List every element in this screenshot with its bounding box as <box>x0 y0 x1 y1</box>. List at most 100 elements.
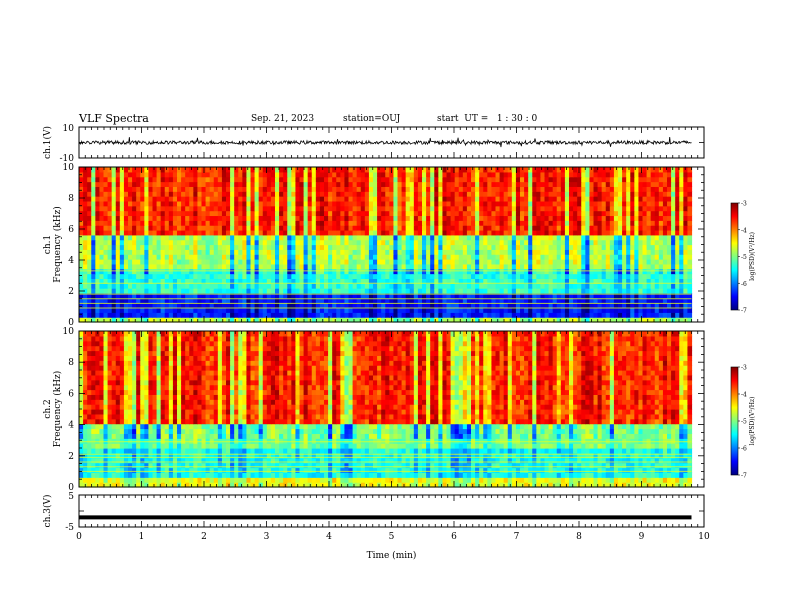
spectrogram-cell <box>381 278 386 284</box>
spectrogram-cell <box>230 259 235 265</box>
spectrogram-cell <box>438 292 444 299</box>
spectrogram-cell <box>164 273 170 279</box>
spectrogram-cell <box>667 283 672 289</box>
spectrogram-cell <box>189 176 194 183</box>
spectrogram-cell <box>577 220 582 226</box>
spectrogram-cell <box>99 210 105 217</box>
spectrogram-cell <box>328 244 333 250</box>
spectrogram-cell <box>140 244 145 250</box>
spectrogram-cell <box>91 288 96 294</box>
spectrogram-cell <box>405 482 411 488</box>
spectrogram-cell <box>471 302 476 309</box>
spectrogram-cell <box>344 292 350 299</box>
spectrogram-cell <box>536 259 542 265</box>
spectrogram-cell <box>499 317 505 323</box>
spectrogram-cell <box>213 220 219 226</box>
spectrogram-cell <box>332 259 337 265</box>
spectrogram-cell <box>438 167 444 173</box>
spectrogram-cell <box>303 259 309 265</box>
spectrogram-cell <box>238 181 243 187</box>
spectrogram-cell <box>79 205 84 212</box>
spectrogram-cell <box>283 171 288 178</box>
spectrogram-cell <box>581 249 586 255</box>
spectrogram-cell <box>511 482 517 488</box>
spectrogram-cell <box>311 268 317 275</box>
spectrogram-cell <box>511 312 517 318</box>
spectrogram-cell <box>303 312 309 318</box>
spectrogram-cell <box>536 317 542 323</box>
spectrogram-cell <box>466 171 472 178</box>
spectrogram-cell <box>634 171 640 178</box>
spectrogram-cell <box>332 205 337 212</box>
spectrogram-cell <box>328 225 333 231</box>
spectrogram-cell <box>185 210 190 217</box>
spectrogram-cell <box>152 312 158 318</box>
spectrogram-cell <box>385 225 390 231</box>
spectrogram-cell <box>401 176 407 183</box>
spectrogram-cell <box>123 210 129 217</box>
spectrogram-cell <box>626 254 631 260</box>
spectrogram-cell <box>430 292 435 299</box>
spectrogram-cell <box>605 268 611 275</box>
spectrogram-cell <box>344 196 350 202</box>
spectrogram-cell <box>536 273 542 279</box>
spectrogram-cell <box>450 312 456 318</box>
spectrogram-cell <box>352 254 358 260</box>
spectrogram-cell <box>389 220 395 226</box>
spectrogram-cell <box>409 191 415 197</box>
spectrogram-cell <box>667 249 672 255</box>
spectrogram-cell <box>103 288 109 294</box>
spectrogram-cell <box>303 167 309 173</box>
spectrogram-cell <box>381 229 386 236</box>
spectrogram-cell <box>242 317 248 323</box>
spectrogram-cell <box>585 205 591 212</box>
spectrogram-cell <box>115 229 121 236</box>
spectrogram-cell <box>662 297 668 304</box>
spectrogram-cell <box>287 297 292 304</box>
spectrogram-cell <box>548 273 554 279</box>
spectrogram-cell <box>524 196 529 202</box>
spectrogram-cell <box>319 200 325 207</box>
spectrogram-cell <box>254 181 260 187</box>
spectrogram-cell <box>585 482 591 488</box>
spectrogram-cell <box>462 239 468 246</box>
spectrogram-cell <box>197 244 203 250</box>
spectrogram-cell <box>524 220 529 226</box>
spectrogram-cell <box>503 196 509 202</box>
spectrogram-cell <box>193 312 199 318</box>
spectrogram-cell <box>217 200 223 207</box>
spectrogram-cell <box>650 239 656 246</box>
spectrogram-cell <box>99 254 105 260</box>
spectrogram-cell <box>381 205 386 212</box>
spectrogram-cell <box>136 278 141 284</box>
spectrogram-cell <box>401 200 407 207</box>
spectrogram-cell <box>491 263 497 270</box>
spectrogram-cell <box>136 191 141 197</box>
spectrogram-cell <box>270 186 276 192</box>
spectrogram-cell <box>123 283 129 289</box>
spectrogram-cell <box>360 176 366 183</box>
spectrogram-cell <box>413 229 419 236</box>
spectrogram-cell <box>299 312 305 318</box>
spectrogram-cell <box>434 225 439 231</box>
spectrogram-cell <box>658 176 664 183</box>
spectrogram-cell <box>181 220 186 226</box>
spectrogram-cell <box>144 244 150 250</box>
spectrogram-cell <box>507 196 513 202</box>
spectrogram-cell <box>626 191 631 197</box>
spectrogram-cell <box>503 254 509 260</box>
spectrogram-cell <box>107 234 113 241</box>
spectrogram-cell <box>442 215 448 221</box>
spectrogram-cell <box>258 482 264 488</box>
spectrogram-cell <box>577 171 582 178</box>
spectrogram-cell <box>352 263 358 270</box>
spectrogram-cell <box>613 273 619 279</box>
spectrogram-cell <box>560 239 566 246</box>
spectrogram-cell <box>303 297 309 304</box>
spectrogram-cell <box>373 239 378 246</box>
spectrogram-cell <box>324 171 329 178</box>
spectrogram-cell <box>213 477 219 483</box>
spectrogram-cell <box>479 171 484 178</box>
spectrogram-cell <box>675 259 680 265</box>
spectrogram-cell <box>348 302 354 309</box>
